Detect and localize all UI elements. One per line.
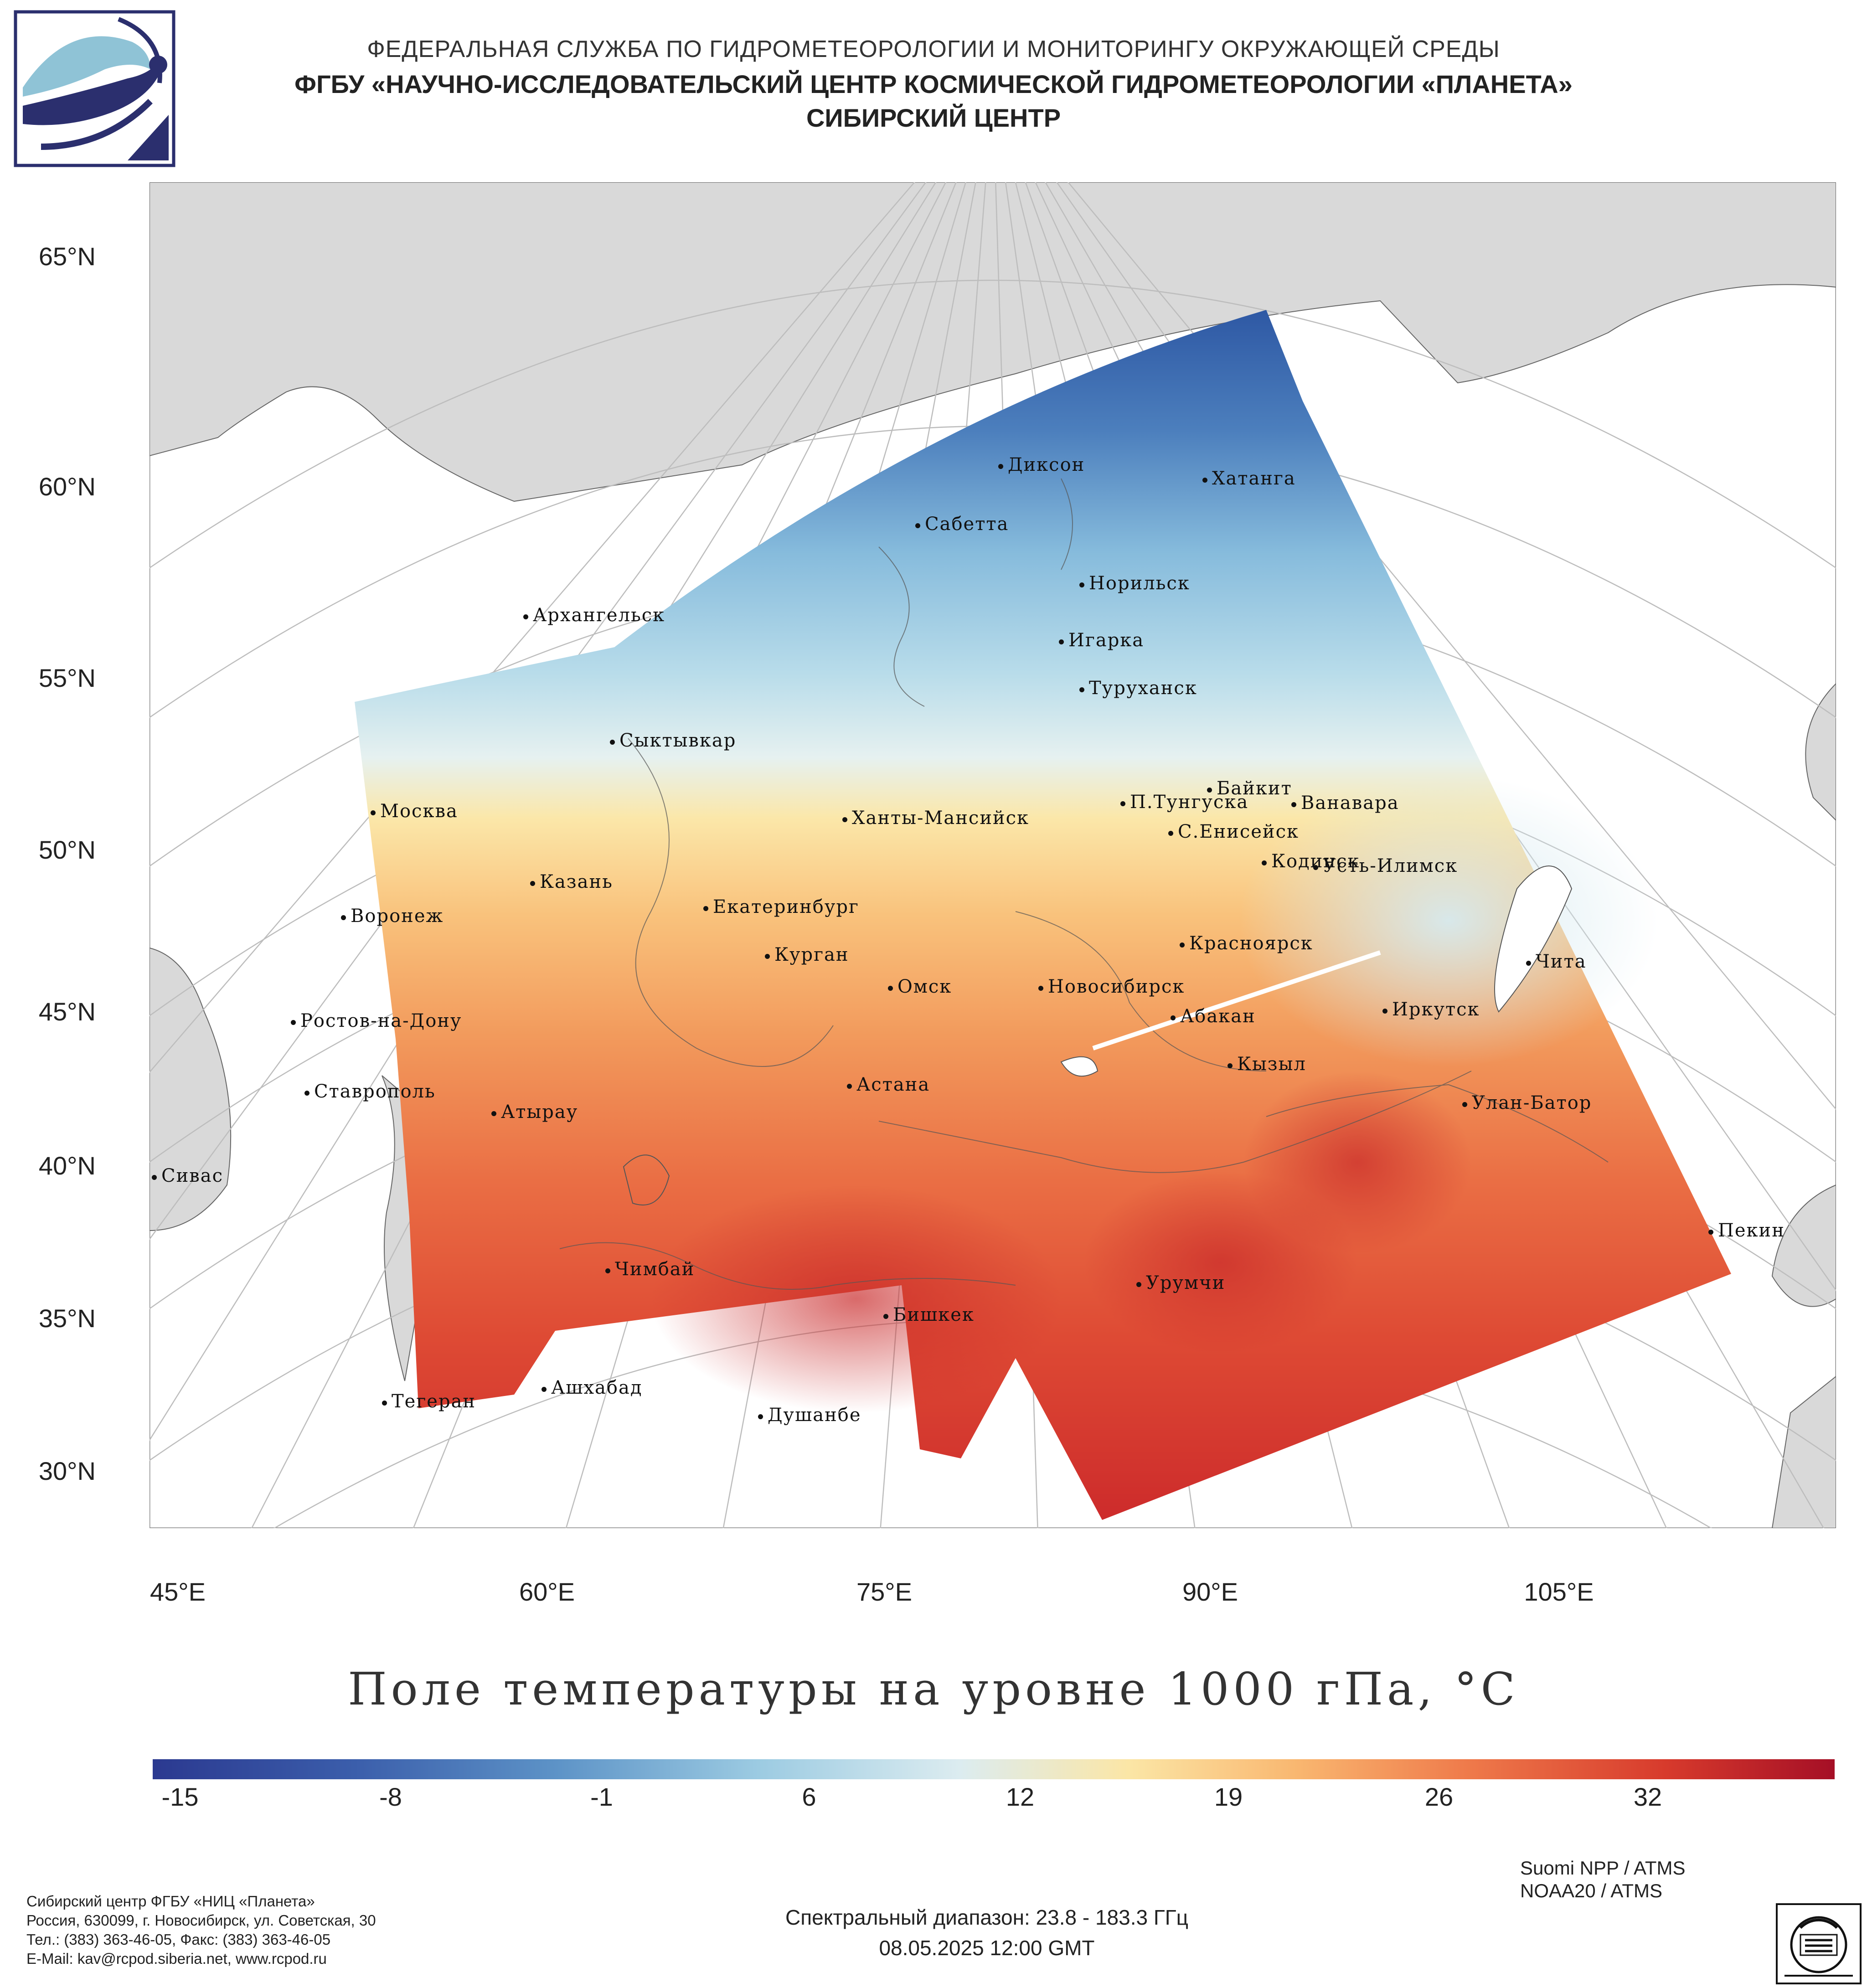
city-label: Чита xyxy=(1526,953,1587,971)
city-label: Норильск xyxy=(1079,574,1190,592)
colorbar-tick: 32 xyxy=(1633,1782,1662,1811)
temperature-map xyxy=(150,182,1836,1528)
lon-label: 105°E xyxy=(1524,1577,1594,1606)
city-label: Душанбе xyxy=(758,1406,861,1424)
colorbar xyxy=(153,1759,1835,1779)
city-label: Урумчи xyxy=(1136,1274,1225,1292)
colorbar-tick: 6 xyxy=(802,1782,816,1811)
footer-org-address: Россия, 630099, г. Новосибирск, ул. Сове… xyxy=(26,1912,376,1929)
city-label: Байкит xyxy=(1207,779,1292,798)
city-label: Астана xyxy=(847,1076,930,1094)
city-label: Туруханск xyxy=(1079,679,1197,697)
city-label: Усть-Илимск xyxy=(1313,857,1458,875)
city-label: Архангельск xyxy=(523,606,665,624)
lat-label: 40°N xyxy=(38,1151,96,1180)
lat-label: 30°N xyxy=(38,1457,96,1485)
colorbar-tick: -1 xyxy=(590,1782,613,1811)
footer-org-phone: Тел.: (383) 363-46-05, Факс: (383) 363-4… xyxy=(26,1931,331,1948)
city-label: Ашхабад xyxy=(542,1379,642,1397)
footer-org-name: Сибирский центр ФГБУ «НИЦ «Планета» xyxy=(26,1893,315,1910)
colorbar-tick: 26 xyxy=(1424,1782,1454,1811)
lat-label: 45°N xyxy=(38,997,96,1026)
data-gap-line xyxy=(1092,950,1381,1051)
city-label: Игарка xyxy=(1059,631,1144,649)
city-label: Екатеринбург xyxy=(703,898,859,916)
city-label: Казань xyxy=(530,873,613,891)
city-label: Сивас xyxy=(152,1167,223,1185)
city-label: Бишкек xyxy=(883,1306,975,1324)
planeta-logo-icon xyxy=(14,10,175,167)
city-label: Диксон xyxy=(998,456,1085,474)
city-layer: Диксон Хатанга Сабетта Норильск Архангел… xyxy=(150,182,1836,1528)
city-label: Улан-Батор xyxy=(1462,1094,1592,1112)
lon-label: 75°E xyxy=(856,1577,913,1606)
colorbar-tick: 12 xyxy=(1006,1782,1035,1811)
satellite-2: NOAA20 / ATMS xyxy=(1520,1880,1662,1901)
city-label: Ванавара xyxy=(1291,794,1399,812)
lon-label: 60°E xyxy=(519,1577,575,1606)
header-center: СИБИРСКИЙ ЦЕНТР xyxy=(806,103,1061,132)
lat-label: 60°N xyxy=(38,472,96,501)
city-label: Курган xyxy=(765,946,849,964)
city-label: Новосибирск xyxy=(1038,978,1185,996)
city-label: Сыктывкар xyxy=(610,731,736,750)
lon-label: 45°E xyxy=(150,1577,206,1606)
lat-label: 35°N xyxy=(38,1304,96,1333)
map-title: Поле температуры на уровне 1000 гПа, °С xyxy=(348,1664,1519,1715)
city-label: Чимбай xyxy=(605,1260,695,1278)
lon-label: 90°E xyxy=(1182,1577,1238,1606)
lat-label: 50°N xyxy=(38,835,96,864)
colorbar-tick: 19 xyxy=(1214,1782,1243,1811)
temperature-swath xyxy=(355,310,1731,1520)
city-label: Хатанга xyxy=(1202,469,1296,488)
city-label: Ставрополь xyxy=(304,1082,436,1101)
city-label: П.Тунгуска xyxy=(1120,793,1248,811)
satellite-1: Suomi NPP / ATMS xyxy=(1520,1857,1686,1879)
spectral-range: Спектральный диапазон: 23.8 - 183.3 ГГц xyxy=(785,1906,1189,1929)
footer-org-email: E-Mail: kav@rcpod.siberia.net, www.rcpod… xyxy=(26,1950,327,1967)
observation-datetime: 08.05.2025 12:00 GMT xyxy=(879,1936,1095,1960)
header-agency: ФЕДЕРАЛЬНАЯ СЛУЖБА ПО ГИДРОМЕТЕОРОЛОГИИ … xyxy=(367,36,1500,62)
city-label: Красноярск xyxy=(1180,934,1313,953)
city-label: Кызыл xyxy=(1227,1055,1306,1073)
iso-certification-stamp-icon xyxy=(1776,1903,1862,1984)
city-label: Иркутск xyxy=(1382,1000,1480,1019)
city-label: Ростов-на-Дону xyxy=(291,1012,462,1030)
city-label: Абакан xyxy=(1171,1007,1256,1025)
header-institute: ФГБУ «НАУЧНО-ИССЛЕДОВАТЕЛЬСКИЙ ЦЕНТР КОС… xyxy=(294,70,1573,98)
city-label: Омск xyxy=(888,978,952,996)
water-bodies xyxy=(623,865,1573,1205)
boundaries xyxy=(559,478,1609,1290)
city-label: С.Енисейск xyxy=(1168,823,1299,841)
city-label: Тегеран xyxy=(382,1392,476,1411)
city-label: Воронеж xyxy=(341,907,444,925)
city-label: Пекин xyxy=(1708,1221,1785,1240)
colorbar-tick: -8 xyxy=(379,1782,402,1811)
city-label: Атырау xyxy=(491,1103,578,1121)
city-label: Сабетта xyxy=(915,515,1009,533)
lat-label: 55°N xyxy=(38,664,96,692)
city-label: Москва xyxy=(371,802,458,820)
city-label: Ханты-Мансийск xyxy=(842,809,1029,827)
lat-label: 65°N xyxy=(38,242,96,271)
colorbar-tick: -15 xyxy=(161,1782,199,1811)
